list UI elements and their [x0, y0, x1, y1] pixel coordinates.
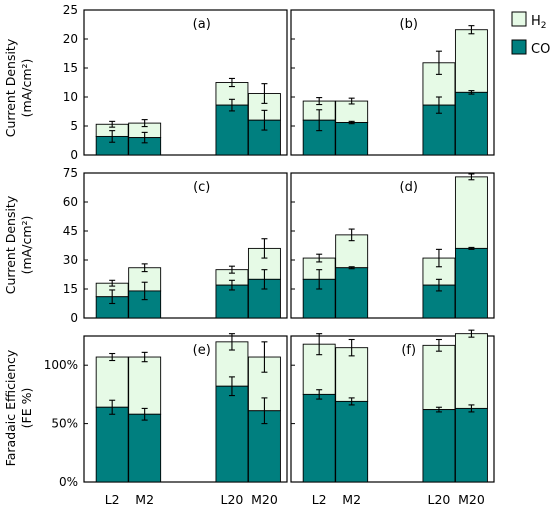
- row-label-3-line1: Faradaic Efficiency: [3, 349, 18, 466]
- legend-label-co: CO: [531, 42, 550, 57]
- panel-e: 0% 50% 100% (e): [44, 333, 288, 489]
- bar-co-M20: [454, 91, 488, 156]
- y-tick-label: 100%: [44, 358, 78, 372]
- y-tick-label: 75: [63, 166, 78, 180]
- panel-f: (f): [290, 329, 495, 483]
- bar-h2-M2: [335, 347, 369, 402]
- x-tick-label-L2: L2: [105, 492, 120, 507]
- panel-label: (a): [193, 17, 211, 32]
- panel-d: (d): [290, 172, 495, 319]
- bar-h2-M20: [454, 29, 488, 93]
- bar-h2-M2: [128, 356, 162, 415]
- y-tick-label: 5: [70, 119, 78, 133]
- x-tick-label-L20: L20: [428, 492, 451, 507]
- bar-co-L20: [215, 104, 249, 156]
- x-tick-label-M2: M2: [135, 492, 154, 507]
- panels: 0 5 10 15 20 25 (a) (b) 0 15 30 45 60 75 (c) (d) 0% 50% 10…: [44, 3, 495, 489]
- row-label-1-line2: (mA/cm²): [19, 59, 34, 118]
- row-label-2-line2: (mA/cm²): [19, 216, 34, 275]
- bar-co-L20: [215, 385, 249, 483]
- panel-label: (d): [400, 180, 418, 195]
- row-labels: Current Density (mA/cm²) Current Density…: [3, 38, 34, 466]
- y-tick-label: 30: [63, 253, 78, 267]
- panel-frame: [290, 335, 495, 483]
- bar-co-M2: [335, 122, 369, 156]
- x-tick-label-M20: M20: [251, 492, 278, 507]
- bar-co-M2: [335, 400, 369, 483]
- x-axis-labels: L2 M2 L20 M20 L2 M2 L20 M20: [105, 492, 485, 507]
- y-tick-label: 60: [63, 195, 78, 209]
- y-tick-label: 50%: [51, 417, 78, 431]
- bar-co-L2: [302, 393, 336, 483]
- panel-frame: [290, 9, 495, 156]
- x-tick-label-M20: M20: [458, 492, 485, 507]
- y-tick-label: 25: [63, 3, 78, 17]
- legend-swatch-h2: [511, 11, 527, 27]
- bar-co-L20: [422, 409, 456, 483]
- row-label-3-line2: (FE %): [19, 388, 34, 429]
- bar-co-L20: [215, 284, 249, 319]
- row-label-1-line1: Current Density: [3, 38, 18, 137]
- row-label-2-line1: Current Density: [3, 195, 18, 294]
- panel-c: 0 15 30 45 60 75 (c): [63, 166, 288, 325]
- y-tick-label: 15: [63, 61, 78, 75]
- x-tick-label-L2: L2: [312, 492, 327, 507]
- y-tick-label: 15: [63, 282, 78, 296]
- y-tick-label: 45: [63, 224, 78, 238]
- legend: H2 CO: [511, 11, 550, 57]
- panel-label: (f): [401, 343, 416, 358]
- x-tick-label-M2: M2: [342, 492, 361, 507]
- bar-co-M2: [335, 267, 369, 319]
- panel-b: (b): [290, 9, 495, 156]
- bar-h2-M20: [454, 333, 488, 409]
- panel-a: 0 5 10 15 20 25 (a): [63, 3, 288, 162]
- bar-co-M20: [454, 247, 488, 319]
- y-tick-label: 10: [63, 90, 78, 104]
- y-tick-label: 0%: [59, 475, 78, 489]
- bar-h2-M20: [454, 176, 488, 249]
- bar-h2-L20: [422, 344, 456, 411]
- bar-co-L2: [95, 406, 129, 483]
- panel-label: (e): [193, 343, 211, 358]
- panel-frame: [83, 9, 288, 156]
- x-tick-label-L20: L20: [221, 492, 244, 507]
- y-tick-label: 20: [63, 32, 78, 46]
- y-tick-label: 0: [70, 148, 78, 162]
- panel-frame: [83, 172, 288, 319]
- legend-label-h2: H2: [531, 14, 547, 31]
- panel-label: (b): [400, 17, 418, 32]
- bar-co-M2: [128, 413, 162, 483]
- legend-swatch-co: [511, 39, 527, 55]
- panel-frame: [290, 172, 495, 319]
- bar-co-M20: [454, 407, 488, 483]
- y-tick-label: 0: [70, 311, 78, 325]
- panel-frame: [83, 335, 288, 483]
- panel-label: (c): [193, 180, 210, 195]
